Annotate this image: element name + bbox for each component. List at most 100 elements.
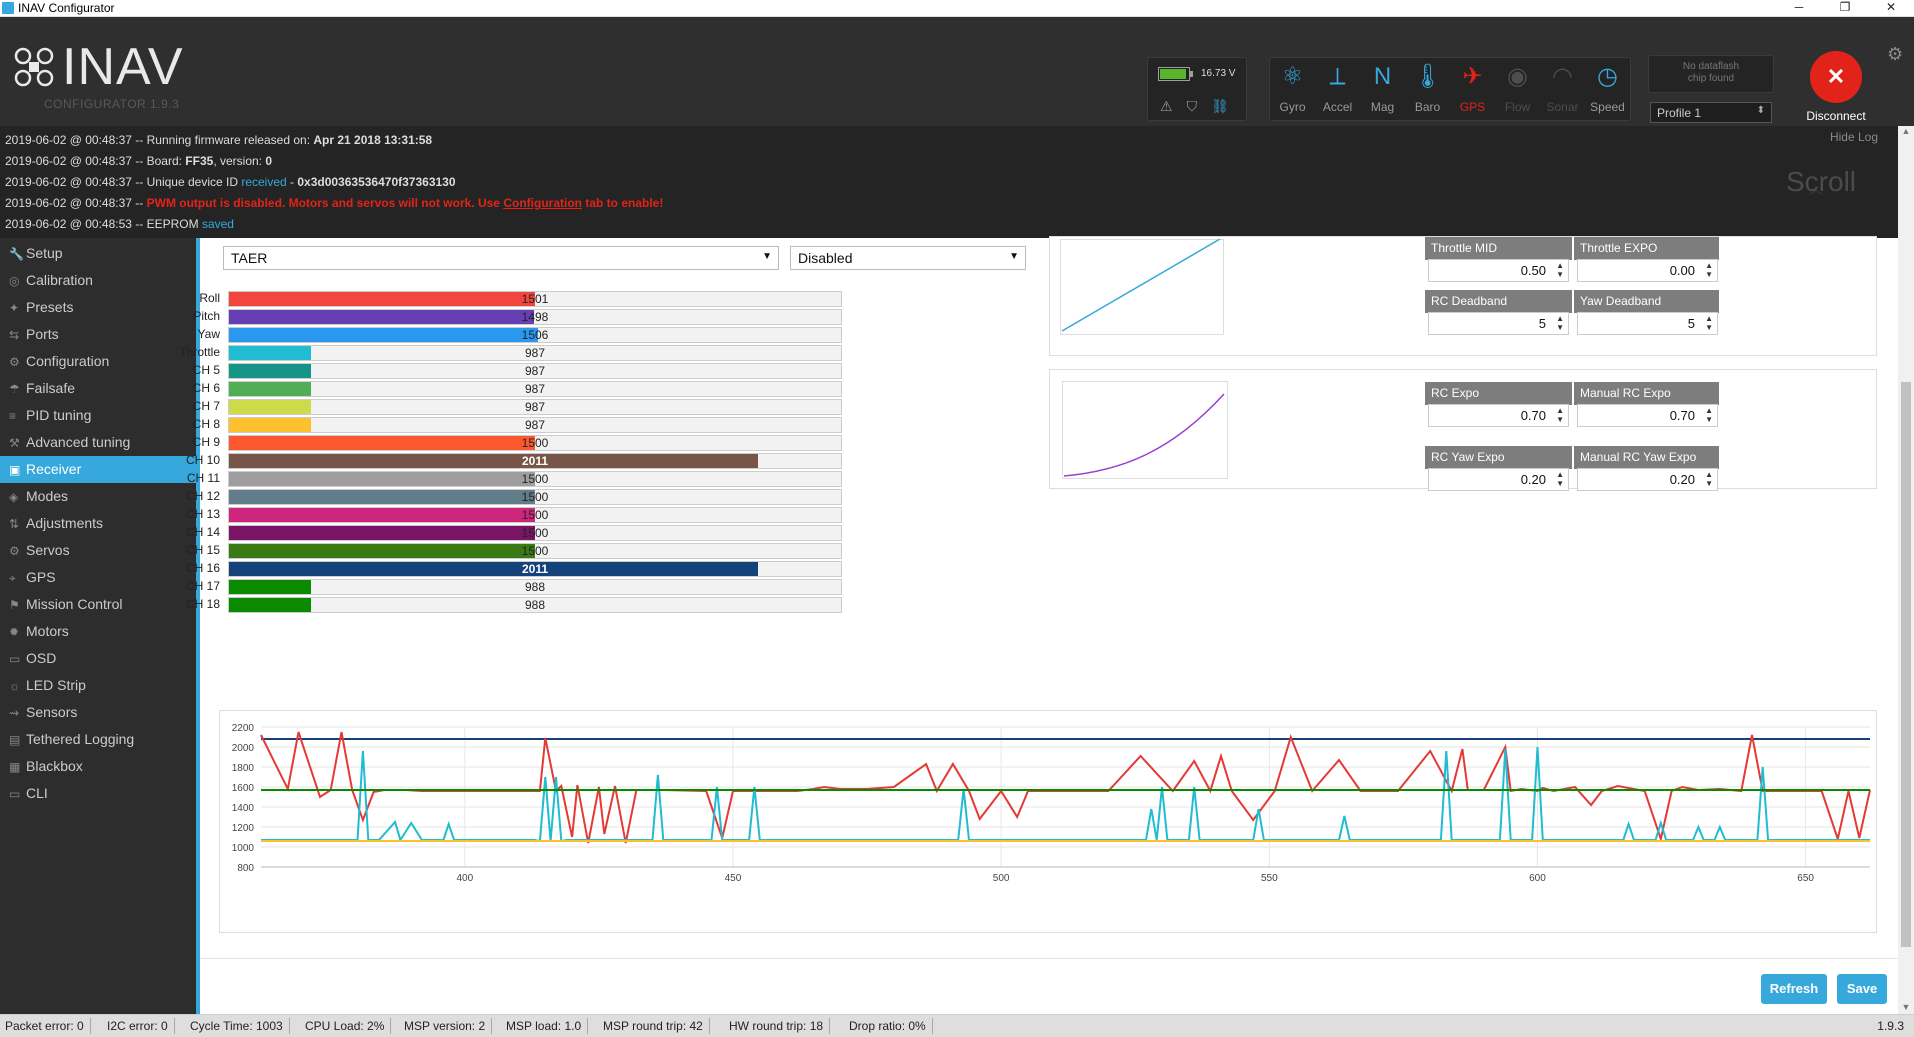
sidebar-item-receiver[interactable]: ▣ Receiver [0, 456, 196, 483]
sidebar-item-label: Calibration [26, 272, 93, 288]
channel-value: 987 [524, 418, 546, 432]
log-bold: 0x3d00363536470f37363130 [297, 175, 456, 189]
app-icon [2, 2, 14, 14]
rc-yaw-expo-input[interactable]: 0.20 ▲ ▼ [1428, 468, 1569, 491]
sidebar-item-blackbox[interactable]: ▦ Blackbox [0, 753, 196, 780]
led-icon: ☼ [9, 679, 20, 693]
spinner-icon[interactable]: ▲ ▼ [1705, 470, 1713, 488]
gear-icon[interactable]: ⚙ [1887, 44, 1904, 64]
sidebar-item-led-strip[interactable]: ☼ LED Strip [0, 672, 196, 699]
restore-button[interactable]: ❐ [1839, 0, 1851, 14]
sidebar-item-modes[interactable]: ◈ Modes [0, 483, 196, 510]
parachute-icon: ⛉ [1186, 98, 1212, 114]
scroll-down-icon[interactable]: ▼ [1901, 1002, 1911, 1012]
channel-value: 1500 [521, 508, 549, 522]
rc-deadband-input[interactable]: 5 ▲ ▼ [1428, 312, 1569, 335]
status-bar: Packet error: 0 I2C error: 0 Cycle Time:… [0, 1014, 1914, 1037]
battery-panel: 16.73 V ⚠⛉⛓ [1147, 57, 1247, 121]
close-window-button[interactable]: ✕ [1885, 0, 1897, 14]
sidebar-item-tethered-logging[interactable]: ▤ Tethered Logging [0, 726, 196, 753]
sidebar-item-ports[interactable]: ⇆ Ports [0, 321, 196, 348]
sidebar-item-osd[interactable]: ▭ OSD [0, 645, 196, 672]
channel-bar-fill [229, 346, 311, 360]
rc-expo-input[interactable]: 0.70 ▲ ▼ [1428, 404, 1569, 427]
motors-icon: ✹ [9, 625, 20, 639]
throttle-expo-value: 0.00 [1669, 263, 1695, 278]
app-version: 1.9.3 [1877, 1019, 1904, 1033]
manual-rc-expo-input[interactable]: 0.70 ▲ ▼ [1577, 404, 1718, 427]
spinner-icon[interactable]: ▲ ▼ [1556, 261, 1564, 279]
spinner-icon[interactable]: ▲ ▼ [1556, 314, 1564, 332]
sidebar-accent [196, 238, 200, 1014]
rssi-channel-select[interactable]: Disabled ▼ [790, 246, 1026, 270]
sidebar-item-label: Tethered Logging [26, 731, 135, 747]
spinner-icon[interactable]: ▲ ▼ [1556, 406, 1564, 424]
channel-bar-fill [229, 544, 535, 558]
scroll-up-icon[interactable]: ▲ [1901, 126, 1911, 136]
sidebar-item-label: Receiver [26, 461, 82, 477]
profile-select[interactable]: Profile 1 ⬍ [1650, 102, 1772, 123]
sidebar-item-pid-tuning[interactable]: ≡ PID tuning [0, 402, 196, 429]
sidebar-item-servos[interactable]: ⚙ Servos [0, 537, 196, 564]
log-warning: tab to enable! [581, 196, 664, 210]
sidebar-item-gps[interactable]: ⌖ GPS [0, 564, 196, 591]
sensor-flow: ◉ Flow [1495, 58, 1540, 120]
scrollbar-thumb[interactable] [1901, 382, 1911, 947]
channel-name: CH 18 [185, 597, 220, 611]
sensor-sonar: ◠ Sonar [1540, 58, 1585, 120]
sidebar-item-sensors[interactable]: ⇝ Sensors [0, 699, 196, 726]
x-tick-label: 500 [993, 873, 1010, 884]
manual-rc-yaw-expo-input[interactable]: 0.20 ▲ ▼ [1577, 468, 1718, 491]
osd-icon: ▭ [9, 652, 21, 666]
sidebar-item-mission-control[interactable]: ⚑ Mission Control [0, 591, 196, 618]
channel-bar: 1500 [228, 489, 842, 505]
hide-log-link[interactable]: Hide Log [1829, 130, 1878, 144]
sidebar-item-cli[interactable]: ▭ CLI [0, 780, 196, 807]
save-button[interactable]: Save [1837, 974, 1887, 1004]
channel-value: 988 [524, 598, 546, 612]
sidebar-item-motors[interactable]: ✹ Motors [0, 618, 196, 645]
hw-round-trip-status: HW round trip: 18 [729, 1018, 831, 1034]
i2c-error-status: I2C error: 0 [107, 1018, 175, 1034]
sidebar-item-configuration[interactable]: ⚙ Configuration [0, 348, 196, 375]
throttle-expo-label: Throttle EXPO [1574, 237, 1719, 260]
refresh-button[interactable]: Refresh [1761, 974, 1827, 1004]
vertical-scrollbar[interactable]: ▲ ▼ [1898, 126, 1914, 1014]
sidebar-item-advanced-tuning[interactable]: ⚒ Advanced tuning [0, 429, 196, 456]
manual-rc-expo-value: 0.70 [1669, 408, 1695, 423]
sidebar-item-calibration[interactable]: ◎ Calibration [0, 267, 196, 294]
sidebar-item-adjustments[interactable]: ⇅ Adjustments [0, 510, 196, 537]
sidebar-item-label: Modes [26, 488, 69, 504]
adjustments-icon: ⇅ [9, 517, 20, 531]
channel-map-select[interactable]: TAER ▼ [223, 246, 779, 270]
sidebar-item-presets[interactable]: ✦ Presets [0, 294, 196, 321]
sensor-gyro: ⚛ Gyro [1270, 58, 1315, 120]
throttle-mid-input[interactable]: 0.50 ▲ ▼ [1428, 259, 1569, 282]
sidebar-item-label: Sensors [26, 704, 78, 720]
throttle-curve-chart [1060, 239, 1224, 335]
sidebar-item-failsafe[interactable]: ☂ Failsafe [0, 375, 196, 402]
scroll-toggle[interactable]: Scroll [1786, 166, 1857, 197]
ports-icon: ⇆ [9, 328, 20, 342]
cycle-time-status: Cycle Time: 1003 [190, 1018, 290, 1034]
spinner-icon[interactable]: ▲ ▼ [1705, 314, 1713, 332]
x-tick-label: 650 [1797, 873, 1814, 884]
disconnect-button[interactable]: ✕ Disconnect [1806, 51, 1866, 131]
sidebar-item-label: Servos [26, 542, 70, 558]
log-line: 2019-06-02 @ 00:48:37 -- PWM output is d… [5, 195, 663, 211]
configuration-link[interactable]: Configuration [503, 196, 582, 210]
spinner-icon[interactable]: ▲ ▼ [1705, 261, 1713, 279]
calibration-icon: ◎ [9, 274, 20, 288]
quad-logo-icon [14, 47, 54, 87]
log-warning: PWM output is disabled. Motors and servo… [146, 196, 504, 210]
log-line: 2019-06-02 @ 00:48:37 -- Unique device I… [5, 174, 456, 190]
spinner-icon[interactable]: ▲ ▼ [1556, 470, 1564, 488]
msp-round-trip-status: MSP round trip: 42 [603, 1018, 710, 1034]
minimize-button[interactable]: ─ [1794, 0, 1804, 14]
sidebar-item-setup[interactable]: 🔧 Setup [0, 240, 196, 267]
yaw-deadband-input[interactable]: 5 ▲ ▼ [1577, 312, 1718, 335]
cli-icon: ▭ [9, 787, 21, 801]
y-tick-label: 1600 [232, 783, 255, 794]
throttle-expo-input[interactable]: 0.00 ▲ ▼ [1577, 259, 1718, 282]
spinner-icon[interactable]: ▲ ▼ [1705, 406, 1713, 424]
